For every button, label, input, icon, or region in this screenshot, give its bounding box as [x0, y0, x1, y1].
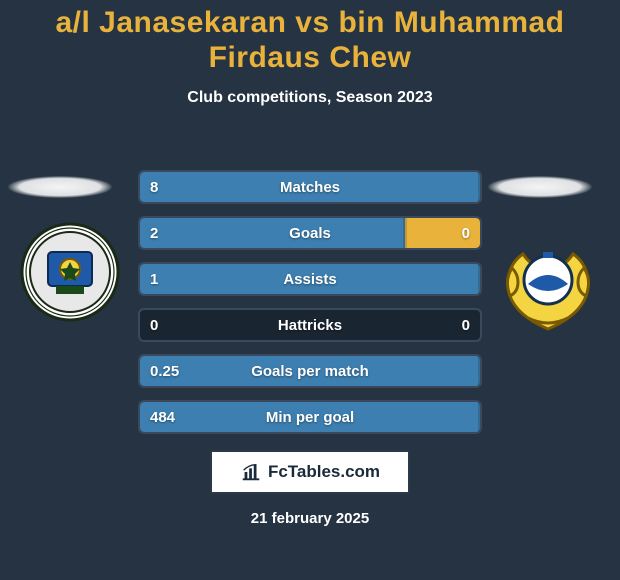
stat-row: Goals per match0.25 [138, 354, 482, 388]
stat-value-left: 8 [150, 172, 158, 202]
stat-value-left: 0 [150, 310, 158, 340]
stat-value-left: 484 [150, 402, 175, 432]
stat-value-right: 0 [462, 218, 470, 248]
player-shadow-right [488, 176, 592, 198]
stat-label: Goals per match [140, 356, 480, 386]
stat-value-left: 1 [150, 264, 158, 294]
stat-label: Hattricks [140, 310, 480, 340]
stat-row: Min per goal484 [138, 400, 482, 434]
comparison-card: a/l Janasekaran vs bin Muhammad Firdaus … [0, 0, 620, 580]
stat-row: Goals2 0 [138, 216, 482, 250]
club-crest-left [20, 222, 120, 322]
stat-label: Min per goal [140, 402, 480, 432]
stat-label: Assists [140, 264, 480, 294]
club-crest-right [498, 234, 598, 334]
stat-row: Hattricks0 0 [138, 308, 482, 342]
brand-badge[interactable]: FcTables.com [210, 450, 410, 494]
stat-value-left: 0.25 [150, 356, 179, 386]
stat-label: Goals [140, 218, 480, 248]
chart-bar-icon [240, 461, 262, 483]
stat-value-left: 2 [150, 218, 158, 248]
crest-right-icon [498, 234, 598, 334]
date-text: 21 february 2025 [0, 510, 620, 527]
stat-label: Matches [140, 172, 480, 202]
brand-text: FcTables.com [268, 462, 380, 482]
subtitle: Club competitions, Season 2023 [0, 89, 620, 107]
crest-left-icon [20, 222, 120, 322]
stat-value-right: 0 [462, 310, 470, 340]
stat-row: Assists1 [138, 262, 482, 296]
player-shadow-left [8, 176, 112, 198]
page-title: a/l Janasekaran vs bin Muhammad Firdaus … [0, 0, 620, 75]
stats-bars: Matches8Goals20Assists1Hattricks00Goals … [138, 170, 482, 446]
stat-row: Matches8 [138, 170, 482, 204]
